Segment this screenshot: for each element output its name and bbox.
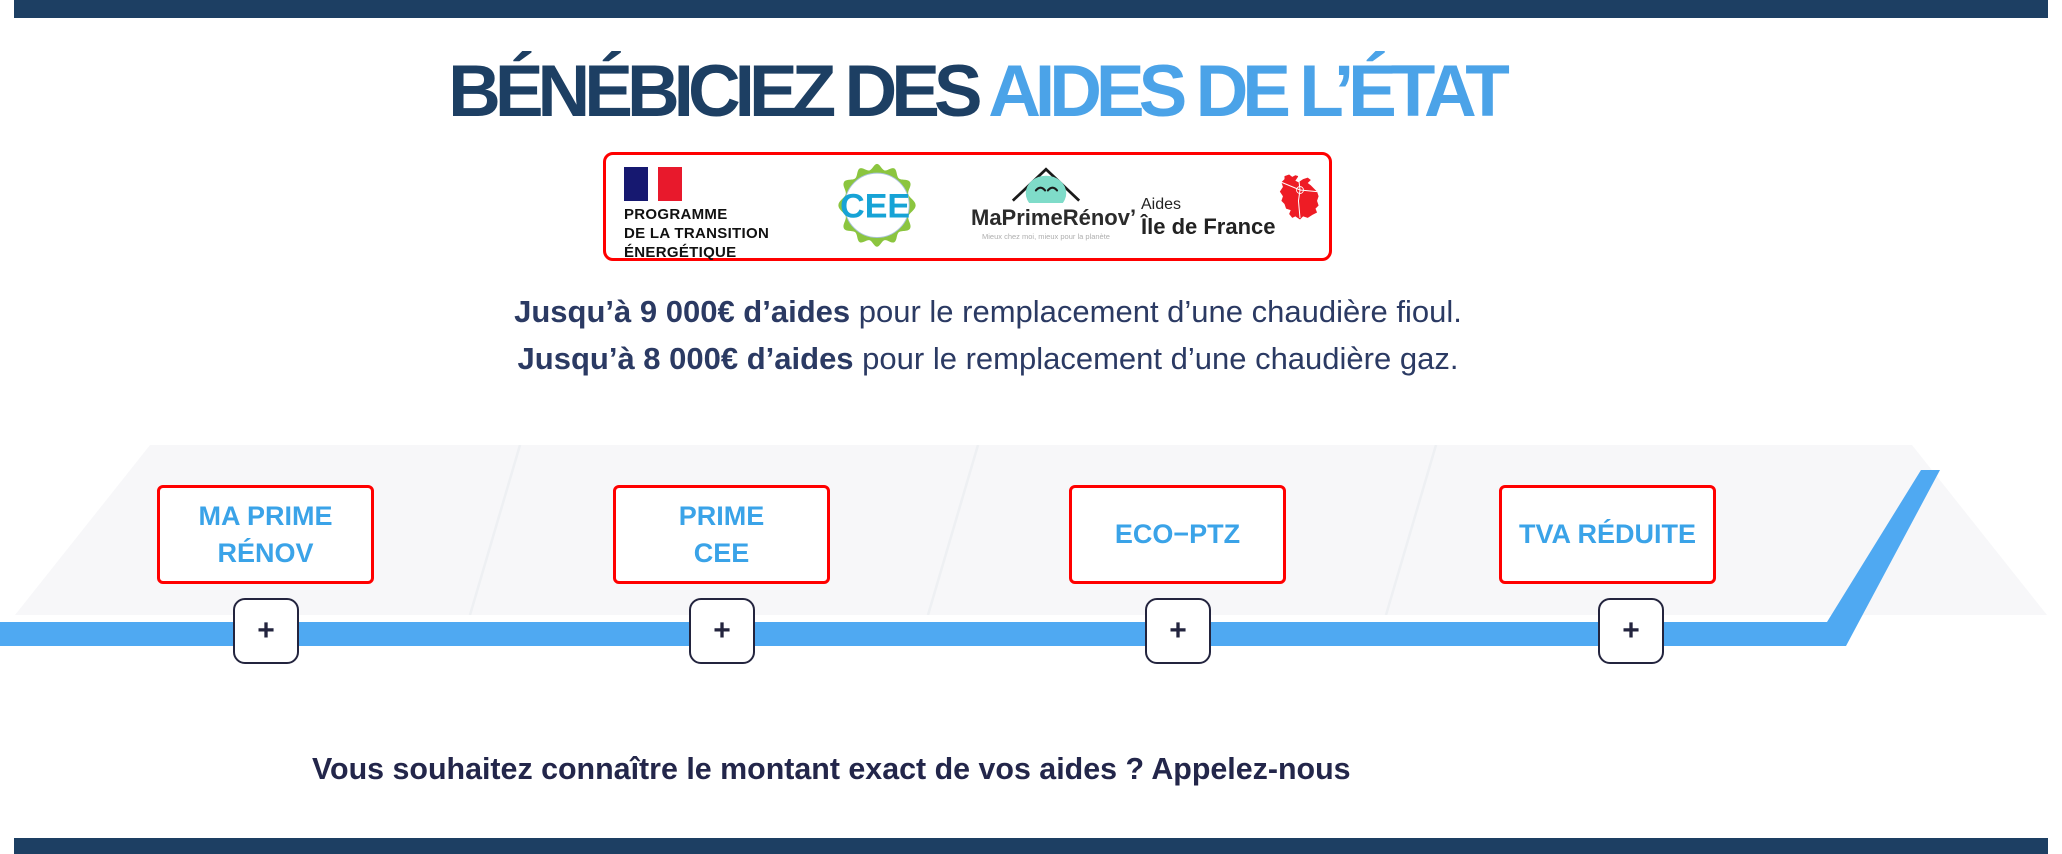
svg-text:CEE: CEE	[840, 187, 910, 225]
